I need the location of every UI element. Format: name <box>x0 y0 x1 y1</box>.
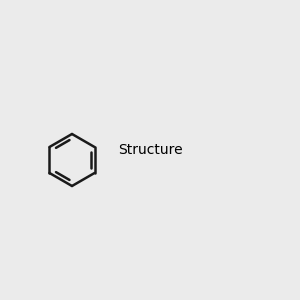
Text: Structure: Structure <box>118 143 182 157</box>
